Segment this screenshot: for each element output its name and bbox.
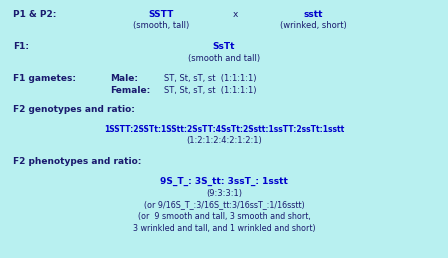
Text: sstt: sstt — [304, 10, 323, 19]
Text: SsTt: SsTt — [213, 42, 235, 51]
Text: P1 & P2:: P1 & P2: — [13, 10, 57, 19]
Text: ST, St, sT, st  (1:1:1:1): ST, St, sT, st (1:1:1:1) — [164, 86, 256, 95]
Text: 1SSTT:2SSTt:1SStt:2SsTT:4SsTt:2Sstt:1ssTT:2ssTt:1sstt: 1SSTT:2SSTt:1SStt:2SsTT:4SsTt:2Sstt:1ssT… — [104, 125, 344, 133]
Text: Male:: Male: — [110, 74, 138, 83]
Text: (9:3:3:1): (9:3:3:1) — [206, 189, 242, 198]
Text: ST, St, sT, st  (1:1:1:1): ST, St, sT, st (1:1:1:1) — [164, 74, 256, 83]
Text: F1 gametes:: F1 gametes: — [13, 74, 77, 83]
Text: 3 wrinkled and tall, and 1 wrinkled and short): 3 wrinkled and tall, and 1 wrinkled and … — [133, 224, 315, 233]
Text: SSTT: SSTT — [149, 10, 174, 19]
Text: Female:: Female: — [110, 86, 150, 95]
Text: (smooth and tall): (smooth and tall) — [188, 54, 260, 62]
Text: (or 9/16S_T_:3/16S_tt:3/16ssT_:1/16sstt): (or 9/16S_T_:3/16S_tt:3/16ssT_:1/16sstt) — [144, 201, 304, 209]
Text: F1:: F1: — [13, 42, 30, 51]
Text: F2 genotypes and ratio:: F2 genotypes and ratio: — [13, 105, 135, 114]
Text: (smooth, tall): (smooth, tall) — [133, 21, 190, 30]
Text: x: x — [233, 10, 238, 19]
Text: (or  9 smooth and tall, 3 smooth and short,: (or 9 smooth and tall, 3 smooth and shor… — [138, 212, 310, 221]
Text: (1:2:1:2:4:2:1:2:1): (1:2:1:2:4:2:1:2:1) — [186, 136, 262, 145]
Text: 9S_T_: 3S_tt: 3ssT_: 1sstt: 9S_T_: 3S_tt: 3ssT_: 1sstt — [160, 177, 288, 187]
Text: (wrinked, short): (wrinked, short) — [280, 21, 347, 30]
Text: F2 phenotypes and ratio:: F2 phenotypes and ratio: — [13, 157, 142, 166]
